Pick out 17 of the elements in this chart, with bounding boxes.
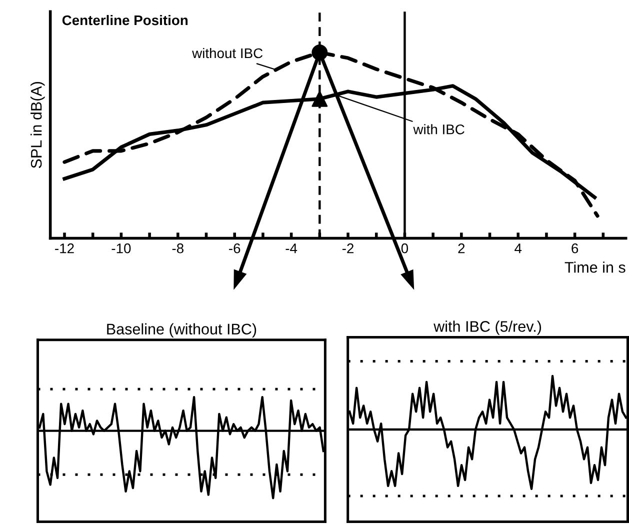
chart-title: Centerline Position — [62, 14, 188, 26]
y-axis-title: SPL in dB(A) — [30, 82, 45, 168]
x-tick-label: 6 — [572, 243, 578, 254]
x-tick-label: -2 — [342, 243, 354, 254]
chart-title: with IBC (5/rev.) — [434, 320, 542, 335]
x-tick-label: 0 — [401, 243, 408, 254]
x-tick-label: -4 — [286, 244, 298, 254]
x-tick-label: -12 — [55, 243, 74, 254]
chart-title: Baseline (without IBC) — [107, 323, 256, 338]
x-tick-label: -10 — [112, 243, 131, 254]
annotation: with IBC — [413, 124, 464, 134]
x-tick-label: -6 — [229, 243, 240, 254]
x-tick-label: 2 — [458, 243, 465, 254]
x-tick-label: 4 — [514, 244, 522, 254]
annotation: without IBC — [192, 48, 263, 58]
x-tick-label: -8 — [172, 243, 184, 254]
x-axis-title: Time in s — [564, 262, 626, 273]
